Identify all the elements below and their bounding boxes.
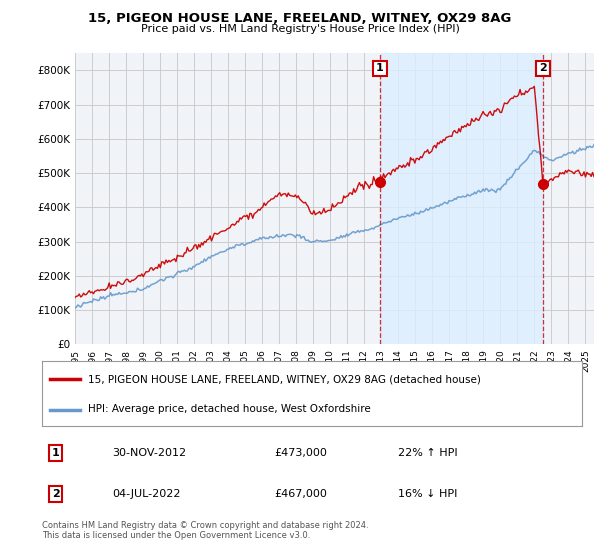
Text: 15, PIGEON HOUSE LANE, FREELAND, WITNEY, OX29 8AG: 15, PIGEON HOUSE LANE, FREELAND, WITNEY,…	[88, 12, 512, 25]
Text: 04-JUL-2022: 04-JUL-2022	[112, 489, 181, 499]
Text: Price paid vs. HM Land Registry's House Price Index (HPI): Price paid vs. HM Land Registry's House …	[140, 24, 460, 34]
Text: £467,000: £467,000	[274, 489, 327, 499]
Text: 15, PIGEON HOUSE LANE, FREELAND, WITNEY, OX29 8AG (detached house): 15, PIGEON HOUSE LANE, FREELAND, WITNEY,…	[88, 374, 481, 384]
Text: £473,000: £473,000	[274, 448, 327, 458]
Text: HPI: Average price, detached house, West Oxfordshire: HPI: Average price, detached house, West…	[88, 404, 371, 414]
Text: 1: 1	[376, 63, 384, 73]
Text: 2: 2	[539, 63, 547, 73]
Bar	[380, 53, 543, 344]
Text: 2: 2	[52, 489, 59, 499]
Text: 1: 1	[52, 448, 59, 458]
Text: 22% ↑ HPI: 22% ↑ HPI	[398, 448, 458, 458]
Text: 30-NOV-2012: 30-NOV-2012	[112, 448, 187, 458]
Text: 16% ↓ HPI: 16% ↓ HPI	[398, 489, 458, 499]
Text: Contains HM Land Registry data © Crown copyright and database right 2024.
This d: Contains HM Land Registry data © Crown c…	[42, 521, 368, 540]
